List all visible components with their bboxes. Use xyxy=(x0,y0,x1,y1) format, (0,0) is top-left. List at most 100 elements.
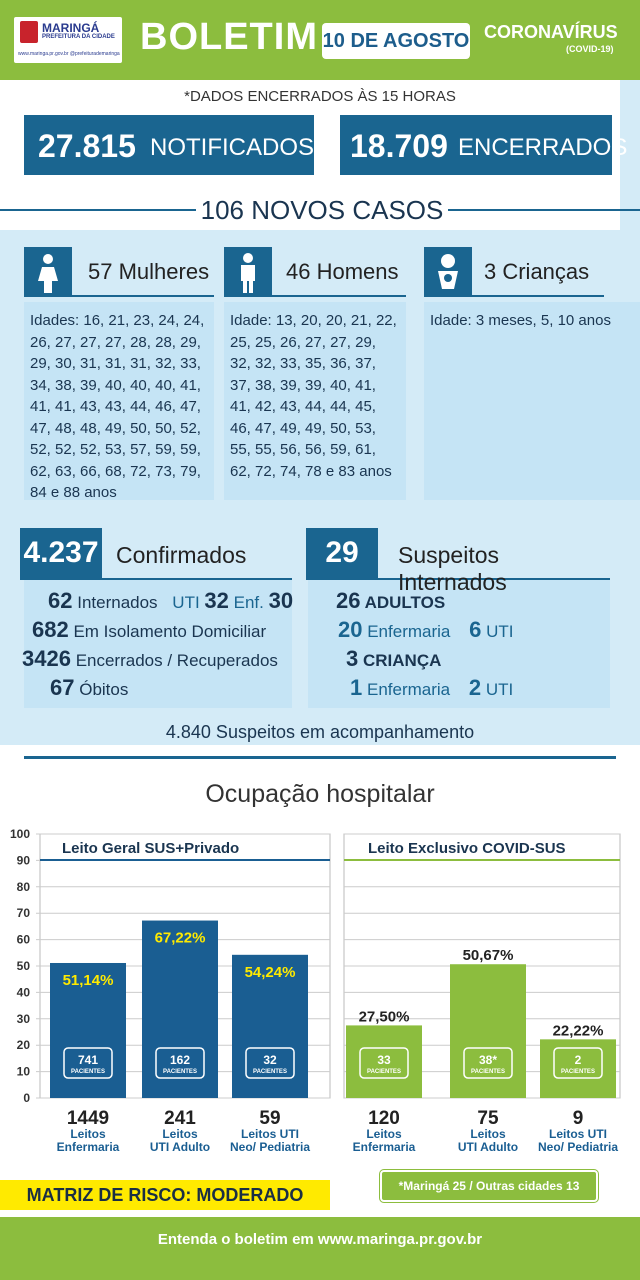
recuperados-number: 3426 xyxy=(22,646,71,671)
confirmados-header: 4.237 Confirmados xyxy=(20,528,292,580)
occupancy-bar xyxy=(50,962,126,1098)
y-tick-label: 80 xyxy=(17,880,31,894)
isolamento-row: 682 Em Isolamento Domiciliar xyxy=(32,617,266,643)
internados-row: 62 Internados UTI 32 Enf. 30 xyxy=(48,588,293,614)
beds-category-line2: Enfermaria xyxy=(353,1140,416,1154)
crianca-number: 3 xyxy=(346,646,359,671)
beds-category-line2: UTI Adulto xyxy=(150,1140,210,1154)
criancas-ages: Idade: 3 meses, 5, 10 anos xyxy=(424,302,640,500)
recuperados-label: Encerrados / Recuperados xyxy=(75,651,278,670)
internados-number: 62 xyxy=(48,588,73,613)
patients-count: 162 xyxy=(170,1053,190,1067)
adultos-label: ADULTOS xyxy=(364,593,446,612)
beds-category-line1: Leitos xyxy=(70,1127,106,1141)
uti-number: 32 xyxy=(204,588,229,613)
novos-casos-title: 106 NOVOS CASOS xyxy=(196,190,448,230)
covid-origin-note: *Maringá 25 / Outras cidades 13 xyxy=(380,1170,598,1202)
patients-label: PACIENTES xyxy=(561,1069,595,1075)
obitos-label: Óbitos xyxy=(79,680,129,699)
suspeitos-card xyxy=(308,578,610,708)
bar-value-label: 22,22% xyxy=(553,1022,604,1039)
bar-value-label: 54,24% xyxy=(245,964,296,981)
suspeitos-label: Suspeitos Internados xyxy=(398,542,507,595)
woman-icon xyxy=(24,247,72,297)
city-logo: MARINGÁ PREFEITURA DA CIDADE www.maringa… xyxy=(14,17,122,63)
baby-icon xyxy=(424,247,472,297)
confirmados-number: 4.237 xyxy=(20,528,102,578)
acompanhamento-text: 4.840 Suspeitos em acompanhamento xyxy=(165,722,475,742)
confirmados-label: Confirmados xyxy=(116,542,247,568)
data-note: *DADOS ENCERRADOS ÀS 15 HORAS xyxy=(184,88,456,105)
patients-box xyxy=(63,1047,113,1079)
beds-total: 9 xyxy=(573,1108,584,1129)
beds-category-line2: UTI Adulto xyxy=(458,1140,518,1154)
adultos-row: 26 ADULTOS xyxy=(336,588,445,614)
bar-value-label: 27,50% xyxy=(359,1008,410,1025)
occupancy-bar xyxy=(540,1039,616,1098)
patients-label: PACIENTES xyxy=(253,1069,287,1075)
y-tick-label: 0 xyxy=(23,1091,30,1105)
crianca-uti-label: UTI xyxy=(485,680,514,699)
suspeitos-number: 29 xyxy=(306,528,378,578)
crianca-enf-label: Enfermaria xyxy=(366,680,451,699)
y-tick-label: 100 xyxy=(10,827,30,841)
beds-total: 59 xyxy=(259,1108,280,1129)
patients-count: 38* xyxy=(479,1053,497,1067)
occupancy-bar xyxy=(346,1025,422,1098)
beds-category-line1: Leitos xyxy=(162,1127,198,1141)
enf-number: 30 xyxy=(268,588,294,613)
beds-category-line1: Leitos UTI xyxy=(241,1127,299,1141)
notificados-number: 27.815 xyxy=(38,128,136,164)
homens-label: 46 Homens xyxy=(286,259,399,284)
beds-total: 120 xyxy=(368,1108,400,1129)
criancas-label: 3 Crianças xyxy=(484,259,590,284)
logo-social: www.maringa.pr.gov.br @prefeiturademarin… xyxy=(18,51,120,57)
occupancy-bar xyxy=(450,964,526,1098)
y-tick-label: 50 xyxy=(17,959,31,973)
date-badge: 10 DE AGOSTO xyxy=(322,23,470,59)
criancas-header: 3 Crianças xyxy=(424,247,604,297)
crianca-uti-number: 2 xyxy=(468,675,482,700)
patients-box xyxy=(245,1047,295,1079)
encerrados-box: 18.709 ENCERRADOS xyxy=(340,115,627,175)
encerrados-number: 18.709 xyxy=(350,128,448,164)
crianca-detail-row: 1 Enfermaria 2 UTI xyxy=(350,675,513,701)
bar-value-label: 51,14% xyxy=(63,972,114,989)
patients-label: PACIENTES xyxy=(367,1069,401,1075)
obitos-number: 67 xyxy=(50,675,75,700)
y-tick-label: 40 xyxy=(17,985,31,999)
hospital-occupancy-chart: 0 10 20 30 40 50 60 70 80 90 100 Leito Geral SUS+Pr… xyxy=(10,827,621,1154)
suspeitos-header: 29 Suspeitos Internados xyxy=(306,528,610,595)
bar-value-label: 67,22% xyxy=(155,930,206,947)
footer: Entenda o boletim em www.maringa.pr.gov.… xyxy=(0,1217,640,1280)
isolamento-label: Em Isolamento Domiciliar xyxy=(73,622,267,641)
enf-label: Enf. xyxy=(233,593,264,612)
chart-title: Ocupação hospitalar xyxy=(205,780,435,808)
mulheres-header: 57 Mulheres xyxy=(24,247,214,297)
occupancy-bar xyxy=(142,920,218,1098)
occupancy-bar xyxy=(232,954,308,1098)
patients-box xyxy=(359,1047,409,1079)
notificados-box: 27.815 NOTIFICADOS xyxy=(24,115,314,175)
man-icon xyxy=(224,247,272,297)
patients-label: PACIENTES xyxy=(471,1069,505,1075)
internados-label: Internados xyxy=(77,593,158,612)
logo-subtitle: PREFEITURA DA CIDADE xyxy=(42,34,115,40)
page-title: BOLETIM xyxy=(140,16,318,58)
patients-count: 33 xyxy=(377,1053,391,1067)
topic-subtitle: (COVID-19) xyxy=(566,44,614,54)
homens-header: 46 Homens xyxy=(224,247,406,297)
beds-total: 1449 xyxy=(67,1108,109,1129)
patients-box xyxy=(155,1047,205,1079)
beds-total: 75 xyxy=(477,1108,499,1129)
confirmados-card xyxy=(24,578,292,708)
logo-title: MARINGÁ xyxy=(42,21,100,35)
beds-category-line1: Leitos xyxy=(470,1127,506,1141)
patients-count: 2 xyxy=(575,1053,582,1067)
y-tick-label: 90 xyxy=(17,853,31,867)
risk-matrix-badge: MATRIZ DE RISCO: MODERADO xyxy=(0,1180,330,1210)
beds-total: 241 xyxy=(164,1108,196,1129)
adultos-number: 26 xyxy=(336,588,361,613)
obitos-row: 67 Óbitos xyxy=(50,675,128,701)
footer-link[interactable]: Entenda o boletim em www.maringa.pr.gov.… xyxy=(157,1231,483,1248)
